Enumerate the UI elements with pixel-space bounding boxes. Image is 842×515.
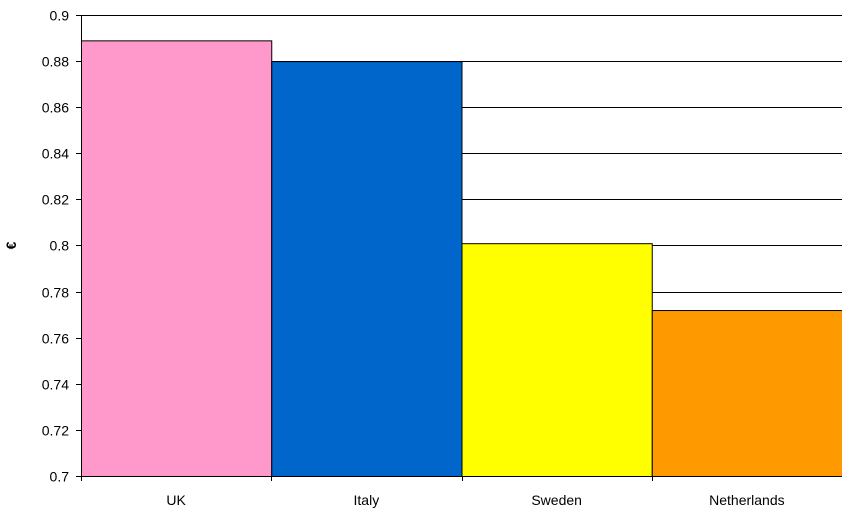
y-tick-label: 0.88	[42, 54, 69, 70]
x-category-labels: UK Italy Sweden Netherlands	[166, 492, 784, 508]
y-tick-label: 0.9	[50, 8, 70, 24]
y-tick-labels: 0.7 0.72 0.74 0.76 0.78 0.8 0.82 0.84 0.86 0.88 0.…	[42, 8, 69, 485]
x-category-label: Sweden	[531, 492, 582, 508]
y-axis-title: €	[3, 241, 19, 249]
y-tick-label: 0.74	[42, 377, 69, 393]
y-tick-label: 0.76	[42, 331, 69, 347]
y-tick-label: 0.82	[42, 192, 69, 208]
x-category-label: UK	[166, 492, 186, 508]
y-tick-label: 0.72	[42, 423, 69, 439]
bar-uk	[82, 41, 272, 477]
y-tick-label: 0.84	[42, 146, 69, 162]
y-tick-label: 0.7	[50, 469, 70, 485]
x-category-label: Italy	[354, 492, 380, 508]
y-tick-label: 0.86	[42, 100, 69, 116]
bar-italy	[272, 62, 462, 477]
bars	[82, 41, 842, 477]
y-tick-label: 0.78	[42, 285, 69, 301]
x-category-label: Netherlands	[709, 492, 785, 508]
bar-sweden	[462, 244, 652, 477]
bar-netherlands	[652, 311, 842, 477]
y-tick-label: 0.8	[50, 238, 70, 254]
